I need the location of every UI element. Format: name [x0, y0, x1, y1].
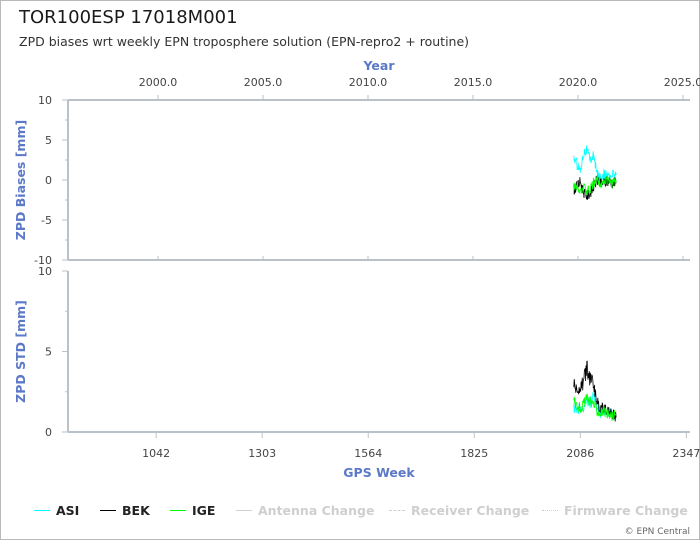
bottom-y-tick-label: 10 [38, 265, 52, 278]
top-series-ige [573, 174, 617, 196]
gps-week-tick-label: 1303 [248, 447, 276, 460]
bottom-series-bek [573, 360, 617, 422]
chart-subtitle: ZPD biases wrt weekly EPN troposphere so… [19, 34, 470, 49]
legend: ASI BEK IGE Antenna Change Receiver Change Fi… [0, 503, 700, 523]
bottom-y-tick-label: 0 [45, 426, 52, 439]
legend-label: BEK [122, 503, 150, 518]
legend-label: Receiver Change [411, 503, 530, 518]
legend-item-receiver-change[interactable]: Receiver Change [389, 503, 529, 518]
year-tick-label: 2015.0 [454, 76, 493, 89]
legend-item-asi[interactable]: ASI [34, 503, 79, 518]
top-y-tick-label: 5 [45, 134, 52, 147]
legend-swatch [389, 510, 405, 511]
top-x-axis-title: Year [363, 58, 396, 73]
gps-week-tick-label: 2347 [672, 447, 700, 460]
bottom-y-axis-title: ZPD STD [mm] [13, 300, 28, 403]
legend-swatch [170, 510, 186, 511]
top-series-asi [573, 145, 617, 185]
credit-label: © EPN Central [624, 527, 690, 537]
legend-label: Antenna Change [258, 503, 375, 518]
legend-item-firmware-change[interactable]: Firmware Change [542, 503, 688, 518]
year-tick-label: 2010.0 [349, 76, 388, 89]
top-y-tick-label: 0 [45, 174, 52, 187]
gps-week-tick-label: 1564 [354, 447, 382, 460]
legend-item-bek[interactable]: BEK [100, 503, 150, 518]
bottom-x-axis-title: GPS Week [343, 465, 415, 480]
top-y-tick-label: 10 [38, 94, 52, 107]
legend-label: IGE [192, 503, 216, 518]
legend-swatch [34, 510, 50, 511]
legend-swatch [100, 510, 116, 511]
top-y-tick-label: -5 [41, 214, 52, 227]
year-tick-label: 2005.0 [244, 76, 283, 89]
legend-item-ige[interactable]: IGE [170, 503, 215, 518]
top-y-axis-title: ZPD Biases [mm] [13, 120, 28, 240]
top-y-tick-label: -10 [34, 254, 52, 267]
bottom-series-ige [573, 393, 617, 422]
gps-week-tick-label: 1825 [460, 447, 488, 460]
gps-week-tick-label: 2086 [566, 447, 594, 460]
year-tick-label: 2025.0 [664, 76, 700, 89]
legend-swatch [236, 510, 252, 511]
bottom-y-tick-label: 5 [45, 346, 52, 359]
legend-item-antenna-change[interactable]: Antenna Change [236, 503, 374, 518]
chart-title: TOR100ESP 17018M001 [19, 7, 238, 28]
gps-week-tick-label: 1042 [142, 447, 170, 460]
legend-label: Firmware Change [564, 503, 688, 518]
year-tick-label: 2000.0 [139, 76, 178, 89]
legend-swatch [542, 510, 558, 511]
year-tick-label: 2020.0 [559, 76, 598, 89]
legend-label: ASI [56, 503, 80, 518]
